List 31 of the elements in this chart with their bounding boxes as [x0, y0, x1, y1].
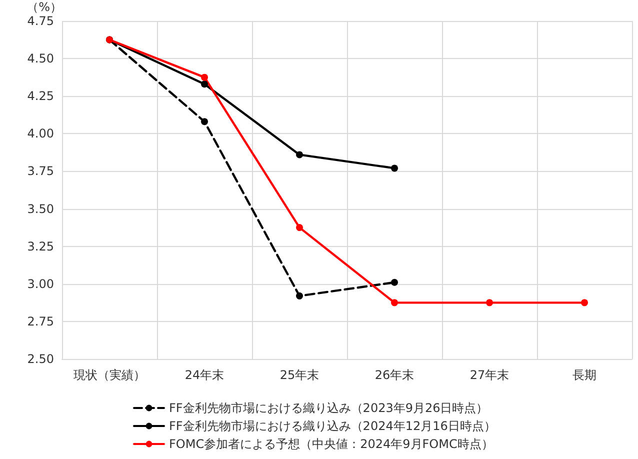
x-tick-label: 25年末	[280, 368, 320, 382]
y-tick-label: 4.75	[27, 14, 54, 28]
x-tick-label: 24年末	[184, 368, 224, 382]
y-tick-label: 3.50	[27, 202, 54, 216]
legend-label: FF金利先物市場における織り込み（2024年12月16日時点）	[169, 419, 496, 433]
y-axis-title: （%）	[26, 0, 62, 14]
y-tick-label: 4.00	[27, 126, 54, 141]
x-tick-label: 27年末	[470, 368, 510, 382]
point	[296, 224, 303, 232]
x-tick-label: 現状（実績）	[74, 368, 146, 382]
legend-label: FOMC参加者による予想（中央値：2024年9月FOMC時点）	[169, 437, 494, 451]
point	[296, 151, 303, 158]
point	[391, 299, 398, 306]
point	[201, 80, 208, 88]
y-tick-label: 3.25	[27, 239, 54, 254]
point	[581, 299, 588, 306]
point	[391, 278, 398, 286]
x-tick-label: 長期	[572, 368, 596, 382]
point	[201, 74, 208, 81]
point	[486, 299, 493, 306]
point	[201, 118, 208, 126]
y-tick-label: 4.25	[27, 89, 54, 104]
x-tick-label: 26年末	[374, 368, 414, 382]
y-tick-label: 3.75	[27, 164, 54, 178]
point	[296, 292, 303, 300]
y-tick-label: 2.50	[27, 352, 54, 366]
point	[391, 164, 398, 172]
legend-label: FF金利先物市場における織り込み（2023年9月26日時点）	[169, 401, 488, 415]
y-tick-label: 4.50	[27, 52, 54, 66]
y-tick-label: 2.75	[27, 314, 54, 328]
y-tick-label: 3.00	[27, 276, 54, 291]
